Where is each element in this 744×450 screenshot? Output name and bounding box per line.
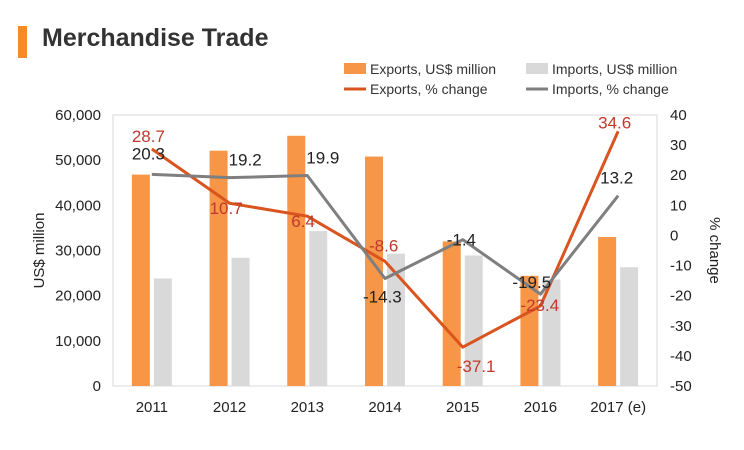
exports-bar-2017e — [598, 236, 617, 386]
imports-pct-label: -19.5 — [512, 273, 551, 292]
imports-pct-label: 20.3 — [132, 144, 165, 163]
exports-bar-2011 — [131, 174, 150, 386]
imports-pct-label: 13.2 — [600, 169, 633, 188]
y-tick-label: 60,000 — [55, 107, 101, 124]
imports-bar-2011 — [153, 278, 172, 386]
imports-pct-label: 19.2 — [229, 151, 262, 170]
imports-bar-2017e — [620, 267, 639, 386]
x-tick-label: 2014 — [368, 399, 401, 416]
imports-pct-label: 19.9 — [306, 149, 339, 168]
exports-bar-2014 — [365, 156, 383, 386]
y2-tick-label: 30 — [670, 137, 687, 154]
imports-pct-label: -1.4 — [447, 231, 476, 250]
y2-tick-label: -40 — [670, 348, 692, 365]
legend-swatch — [344, 63, 366, 74]
y-tick-label: 50,000 — [55, 152, 101, 169]
data-labels-layer: 28.7 10.7 6.4 -8.6 -37.1 -23.4 34.6 20.3 19.2 19.… — [132, 113, 633, 376]
exports-pct-label: 34.6 — [598, 113, 631, 132]
chart-title: Merchandise Trade — [42, 24, 269, 52]
exports-pct-label: 10.7 — [210, 199, 243, 218]
x-tick-label: 2012 — [213, 399, 246, 416]
plot-border — [112, 114, 658, 387]
exports-bar-2013 — [287, 135, 306, 386]
x-tick-label: 2015 — [446, 399, 479, 416]
axes-layer: 0 10,000 20,000 30,000 40,000 50,000 60,000 -50… — [55, 107, 692, 416]
y2-tick-label: -30 — [670, 318, 692, 335]
exports-bar-2016 — [520, 275, 539, 386]
bars-layer — [131, 135, 639, 386]
y-axis-title: US$ million — [31, 213, 48, 289]
exports-pct-label: 6.4 — [291, 212, 315, 231]
y2-tick-label: -50 — [670, 378, 692, 395]
y-tick-label: 0 — [93, 378, 101, 395]
imports-bar-2014 — [387, 253, 405, 386]
x-tick-label: 2017 (e) — [590, 399, 646, 416]
exports-pct-line — [150, 130, 620, 349]
imports-bar-2015 — [464, 255, 483, 386]
x-tick-label: 2016 — [524, 399, 557, 416]
exports-pct-label: -37.1 — [457, 357, 496, 376]
plot-frame — [112, 114, 658, 387]
y2-tick-label: 40 — [670, 107, 687, 124]
legend-label: Exports, US$ million — [370, 61, 496, 77]
y2-axis-title: % change — [706, 217, 723, 284]
exports-pct-label: 28.7 — [132, 127, 165, 146]
legend-label: Imports, % change — [552, 81, 669, 97]
y2-tick-label: 10 — [670, 197, 687, 214]
legend-swatch — [526, 63, 548, 74]
legend: Exports, US$ million Imports, US$ million… — [344, 61, 677, 97]
legend-label: Imports, US$ million — [552, 61, 677, 77]
exports-pct-label: -8.6 — [369, 236, 398, 255]
imports-bar-2016 — [542, 279, 561, 386]
exports-bar-2015 — [442, 241, 461, 386]
y2-tick-label: 20 — [670, 167, 687, 184]
exports-pct-label: -23.4 — [520, 296, 559, 315]
y-tick-label: 20,000 — [55, 288, 101, 305]
title-accent-bar — [18, 26, 27, 58]
exports-bar-2012 — [209, 150, 228, 386]
y2-tick-label: 0 — [670, 227, 678, 244]
lines-layer — [150, 130, 620, 349]
imports-bar-2012 — [231, 257, 250, 386]
x-tick-label: 2011 — [136, 399, 168, 416]
y-tick-label: 30,000 — [55, 243, 101, 260]
x-tick-label: 2013 — [291, 399, 324, 416]
legend-label: Exports, % change — [370, 81, 488, 97]
y-tick-label: 40,000 — [55, 197, 101, 214]
imports-pct-line — [151, 172, 620, 296]
imports-bar-2013 — [309, 231, 328, 386]
y2-tick-label: -20 — [670, 288, 692, 305]
imports-pct-label: -14.3 — [363, 288, 402, 307]
y-tick-label: 10,000 — [55, 333, 101, 350]
y2-tick-label: -10 — [670, 258, 692, 275]
